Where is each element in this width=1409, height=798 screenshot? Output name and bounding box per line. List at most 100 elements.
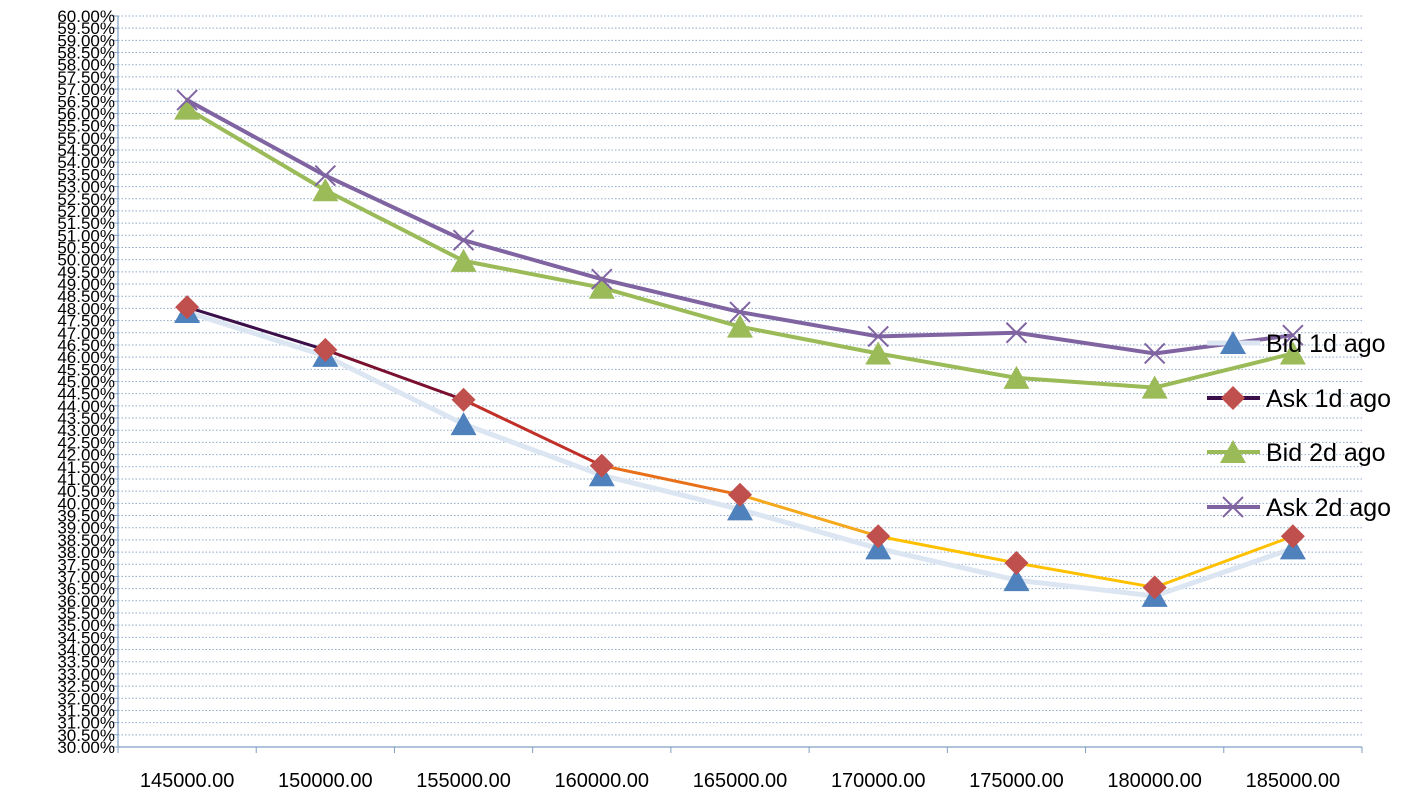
y-tick-label: 40.50% <box>57 482 115 501</box>
x-tick-label: 170000.00 <box>831 770 926 792</box>
y-tick-label: 49.50% <box>57 263 115 282</box>
data-point <box>1004 551 1029 576</box>
data-point <box>727 497 753 521</box>
data-point <box>727 314 753 338</box>
y-tick-label: 58.00% <box>57 56 115 75</box>
y-tick-label: 54.50% <box>57 141 115 160</box>
data-point <box>1142 575 1167 600</box>
marker-stroke <box>867 325 889 348</box>
data-point <box>728 482 752 507</box>
x-tick-label: 150000.00 <box>278 770 373 792</box>
y-tick-label: 51.00% <box>57 226 115 245</box>
x-tick-label: 145000.00 <box>140 770 235 792</box>
data-point <box>452 229 475 251</box>
legend-label: Ask 2d ago <box>1266 494 1391 522</box>
data-point <box>313 337 338 362</box>
series-segment <box>1153 534 1295 589</box>
y-tick-label: 31.50% <box>57 701 115 720</box>
x-tick-label: 155000.00 <box>416 770 511 792</box>
y-tick-label: 30.50% <box>57 726 115 745</box>
data-point <box>1143 342 1166 365</box>
data-point <box>1003 568 1030 592</box>
y-tick-label: 48.50% <box>57 287 115 306</box>
y-tick-label: 31.00% <box>57 714 115 733</box>
y-tick-label: 53.00% <box>57 178 115 197</box>
data-point <box>314 164 337 187</box>
marker-stroke <box>729 301 751 323</box>
y-tick-label: 32.00% <box>57 689 115 708</box>
legend-item-bid-2d-ago: Bid 2d ago <box>1207 439 1386 467</box>
marker-stroke <box>1282 324 1304 346</box>
y-tick-label: 45.00% <box>57 373 115 392</box>
y-tick-label: 47.00% <box>57 324 115 343</box>
y-tick-label: 57.50% <box>57 68 115 87</box>
series-bid-1d-ago <box>174 300 1306 607</box>
legend-item-ask-2d-ago: Ask 2d ago <box>1207 494 1391 522</box>
data-point <box>450 412 477 436</box>
y-tick-label: 53.50% <box>57 165 115 184</box>
y-tick-label: 33.50% <box>57 653 115 672</box>
y-tick-label: 32.50% <box>57 677 115 696</box>
data-point <box>176 89 198 111</box>
data-point <box>589 453 614 478</box>
y-tick-label: 52.50% <box>57 190 115 209</box>
legend-label: Ask 1d ago <box>1266 385 1391 413</box>
y-tick-label: 59.50% <box>57 19 115 38</box>
marker-stroke <box>452 229 475 251</box>
legend-item-ask-1d-ago: Ask 1d ago <box>1207 385 1391 413</box>
x-tick-label: 175000.00 <box>969 770 1064 792</box>
y-tick-label: 43.00% <box>57 421 115 440</box>
series-segment <box>185 305 327 352</box>
y-tick-label: 39.50% <box>57 507 115 526</box>
data-point <box>865 341 892 365</box>
axes <box>112 15 1363 753</box>
data-point <box>1005 322 1028 344</box>
legend-label: Bid 1d ago <box>1266 330 1386 358</box>
marker-stroke <box>1222 496 1244 518</box>
y-tick-label: 46.00% <box>57 348 115 367</box>
series-ask-1d-ago <box>175 295 1305 600</box>
series-segment <box>462 398 604 468</box>
data-point <box>1003 365 1030 389</box>
y-tick-label: 56.00% <box>57 104 115 123</box>
legend-label: Bid 2d ago <box>1266 439 1386 467</box>
data-point <box>312 178 339 202</box>
y-tick-label: 59.00% <box>57 31 115 50</box>
y-tick-label: 41.50% <box>57 458 115 477</box>
x-tick-label: 165000.00 <box>693 770 788 792</box>
y-tick-label: 46.50% <box>57 336 115 355</box>
series-lines <box>174 89 1306 607</box>
y-tick-label: 60.00% <box>57 7 115 26</box>
y-axis-tick-labels: 30.00%30.50%31.00%31.50%32.00%32.50%33.0… <box>57 7 115 757</box>
series-line <box>186 309 1294 599</box>
y-tick-label: 43.50% <box>57 409 115 428</box>
y-tick-label: 56.50% <box>57 92 115 111</box>
x-axis-tick-labels: 145000.00 150000.00 155000.00 160000.00 1650… <box>140 770 1340 792</box>
y-tick-label: 44.00% <box>57 397 115 416</box>
y-tick-label: 33.00% <box>57 665 115 684</box>
marker-stroke <box>314 164 337 187</box>
y-tick-label: 42.00% <box>57 446 115 465</box>
y-tick-label: 38.50% <box>57 531 115 550</box>
y-tick-label: 57.00% <box>57 80 115 99</box>
data-point <box>1282 324 1304 346</box>
y-tick-label: 47.50% <box>57 312 115 331</box>
data-point <box>866 524 891 549</box>
y-tick-label: 36.50% <box>57 580 115 599</box>
series-segment <box>876 534 1018 565</box>
x-tick-label: 180000.00 <box>1107 770 1202 792</box>
y-tick-label: 44.50% <box>57 385 115 404</box>
series-segment <box>600 464 742 497</box>
x-tick-label: 160000.00 <box>555 770 650 792</box>
legend-marker <box>1221 386 1245 410</box>
y-tick-label: 55.50% <box>57 117 115 136</box>
y-tick-label: 34.50% <box>57 628 115 647</box>
y-tick-label: 35.50% <box>57 604 115 623</box>
data-point <box>1280 524 1305 549</box>
series-segment <box>323 348 466 402</box>
y-tick-label: 48.00% <box>57 299 115 318</box>
marker-stroke <box>591 268 613 290</box>
series-segment <box>738 493 880 538</box>
y-tick-label: 35.00% <box>57 616 115 635</box>
